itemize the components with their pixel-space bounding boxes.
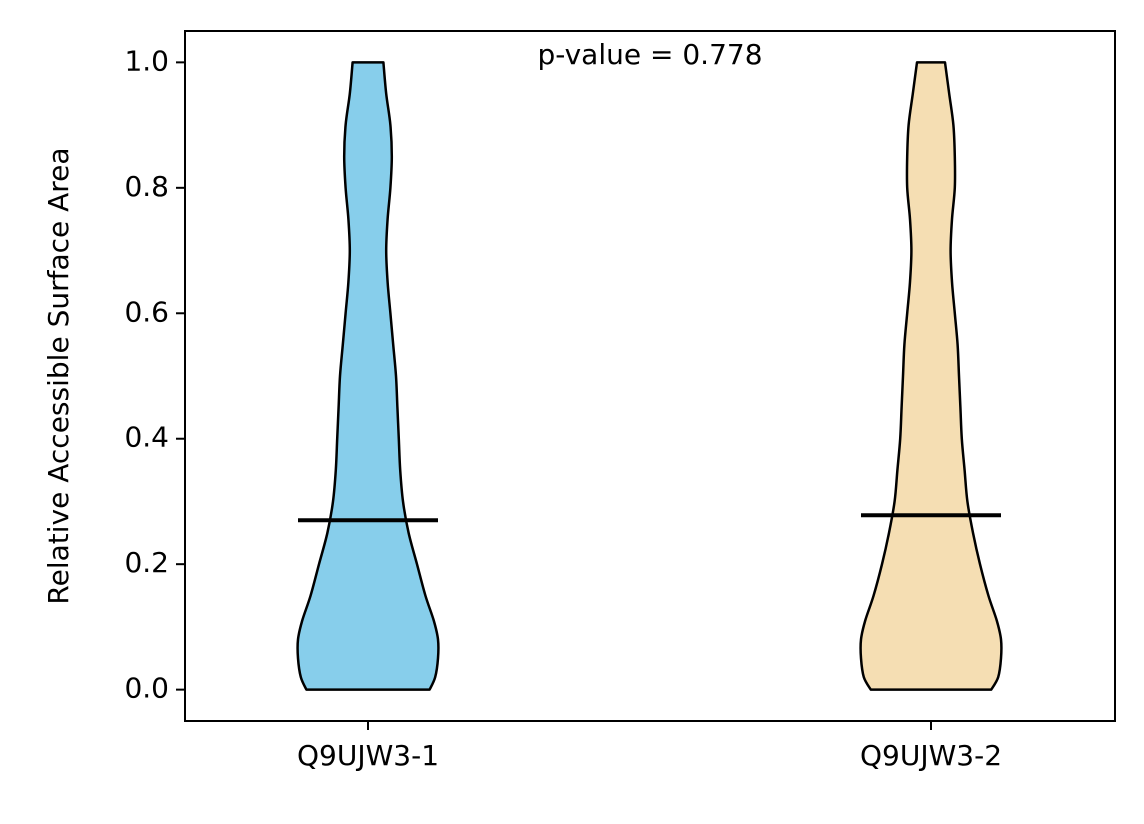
x-tick-label: Q9UJW3-1 (297, 739, 439, 772)
violins-layer (296, 61, 1003, 691)
y-tick-label: 0.4 (124, 421, 169, 454)
y-axis-label: Relative Accessible Surface Area (42, 147, 75, 604)
y-tick-label: 0.0 (124, 672, 169, 705)
violin-1 (296, 61, 440, 691)
p-value-annotation: p-value = 0.778 (537, 38, 762, 71)
y-axis-ticks: 0.0 0.2 0.4 0.6 0.8 1.0 (124, 44, 185, 705)
violin-2 (859, 61, 1003, 691)
y-tick-label: 0.2 (124, 546, 169, 579)
y-tick-label: 1.0 (124, 44, 169, 77)
plot-frame (184, 30, 1116, 722)
medians-layer (298, 513, 1001, 523)
x-tick-label: Q9UJW3-2 (860, 739, 1002, 772)
y-tick-label: 0.8 (124, 170, 169, 203)
x-axis-ticks: Q9UJW3-1 Q9UJW3-2 (297, 721, 1002, 772)
y-tick-label: 0.6 (124, 295, 169, 328)
